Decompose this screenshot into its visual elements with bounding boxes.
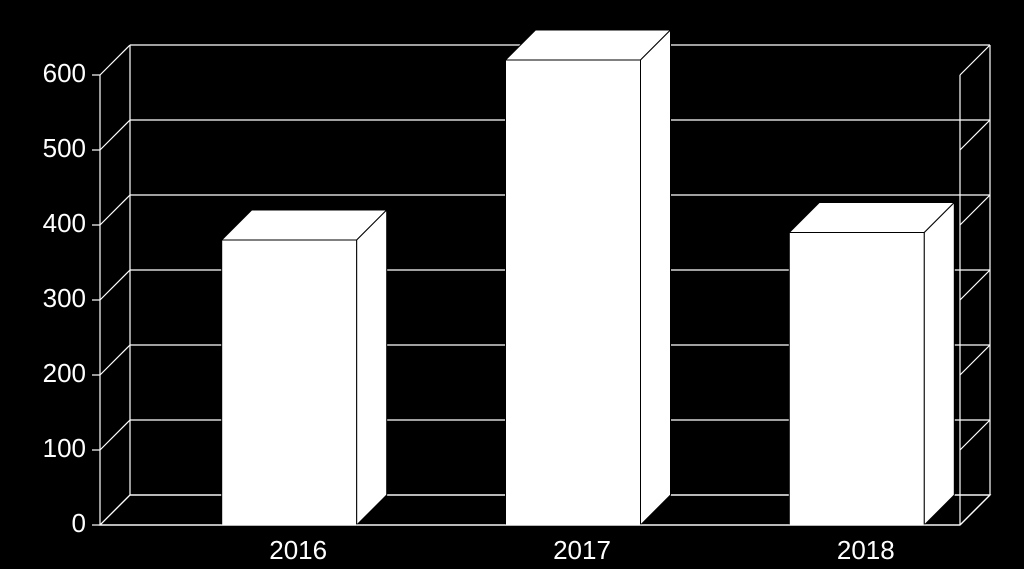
bar bbox=[506, 30, 671, 525]
x-tick-label: 2016 bbox=[269, 535, 327, 565]
y-tick-label: 600 bbox=[43, 58, 86, 88]
x-tick-label: 2018 bbox=[837, 535, 895, 565]
y-tick-label: 500 bbox=[43, 133, 86, 163]
bar-chart-3d: 0 100 200 300 400 500 600 2016 2017 2018 bbox=[0, 0, 1024, 569]
y-tick-label: 0 bbox=[72, 508, 86, 538]
y-tick-label: 400 bbox=[43, 208, 86, 238]
bar bbox=[789, 203, 954, 526]
y-tick-label: 100 bbox=[43, 433, 86, 463]
y-tick-label: 200 bbox=[43, 358, 86, 388]
y-tick-label: 300 bbox=[43, 283, 86, 313]
x-tick-label: 2017 bbox=[553, 535, 611, 565]
bar bbox=[222, 210, 387, 525]
